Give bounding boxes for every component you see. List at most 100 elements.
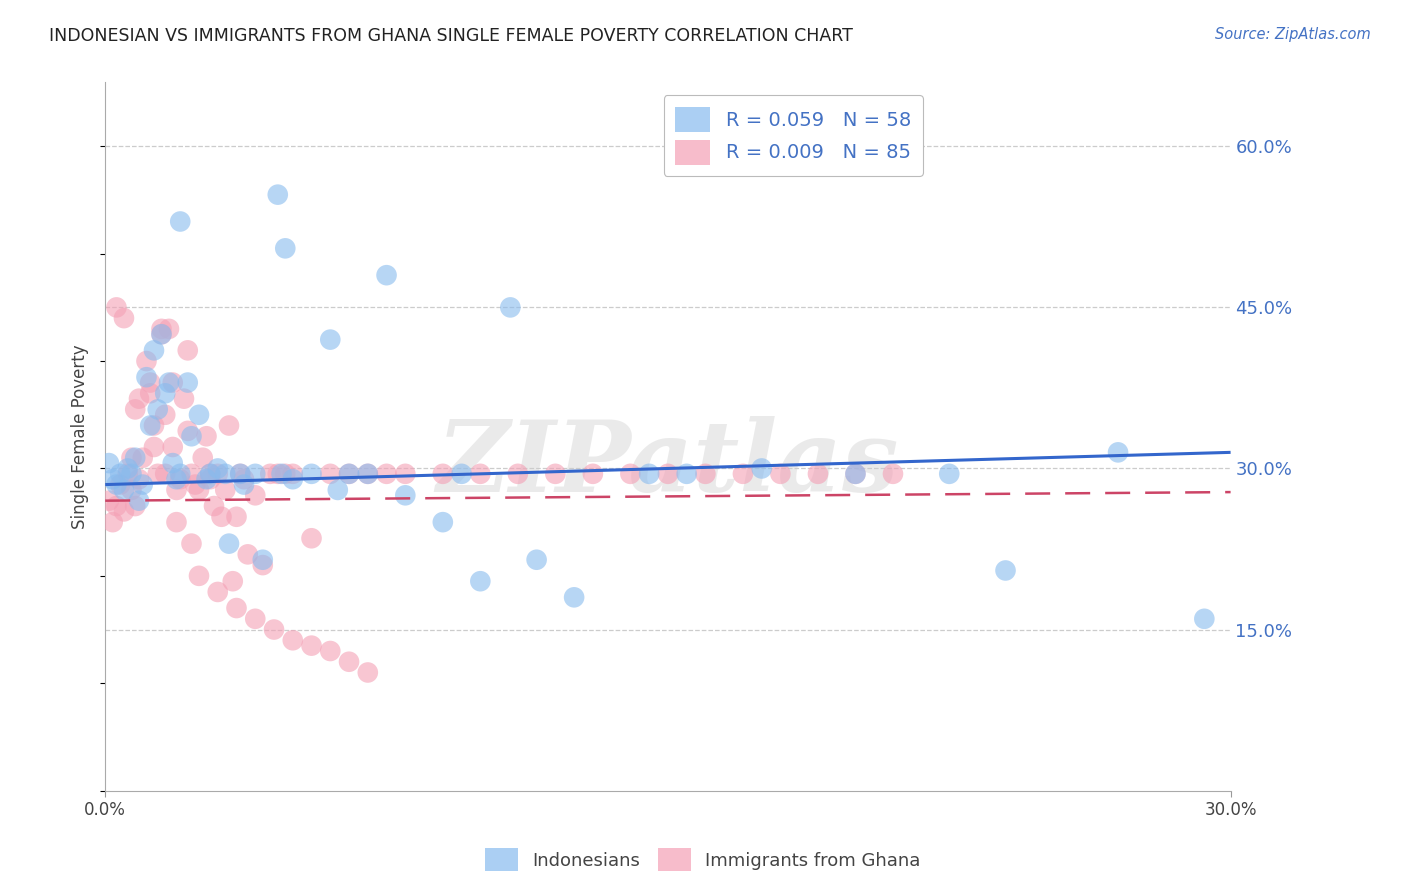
Point (229, 467, 252, 481)
Point (180, 429, 202, 443)
Point (731, 467, 754, 481)
Legend: Indonesians, Immigrants from Ghana: Indonesians, Immigrants from Ghana (478, 841, 928, 879)
Point (499, 301, 522, 315)
Point (200, 467, 222, 481)
Point (188, 569, 211, 583)
Point (121, 467, 143, 481)
Text: INDONESIAN VS IMMIGRANTS FROM GHANA SINGLE FEMALE POVERTY CORRELATION CHART: INDONESIAN VS IMMIGRANTS FROM GHANA SING… (49, 27, 853, 45)
Text: Source: ZipAtlas.com: Source: ZipAtlas.com (1215, 27, 1371, 42)
Point (1107, 445, 1129, 459)
Point (245, 467, 267, 481)
Point (180, 536, 202, 550)
Point (155, 386, 177, 401)
Point (263, 623, 285, 637)
Point (207, 467, 229, 481)
Point (200, 467, 222, 481)
Point (769, 467, 792, 481)
Point (121, 450, 143, 465)
Point (150, 327, 173, 342)
Point (229, 467, 252, 481)
Point (319, 333, 342, 347)
Point (143, 440, 166, 454)
Point (882, 467, 904, 481)
Point (169, 467, 191, 481)
Point (222, 574, 245, 589)
Point (544, 467, 567, 481)
Y-axis label: Single Female Poverty: Single Female Poverty (72, 344, 89, 529)
Point (135, 354, 157, 368)
Point (157, 376, 180, 390)
Point (357, 467, 380, 481)
Point (112, 311, 135, 326)
Point (184, 477, 207, 491)
Point (202, 499, 225, 513)
Point (188, 483, 211, 497)
Point (177, 424, 200, 438)
Point (394, 488, 416, 502)
Point (337, 655, 360, 669)
Point (326, 483, 349, 497)
Point (101, 515, 124, 529)
Point (97, 493, 120, 508)
Point (128, 392, 150, 406)
Point (117, 461, 139, 475)
Point (375, 467, 398, 481)
Point (252, 553, 274, 567)
Point (124, 499, 146, 513)
Point (225, 509, 247, 524)
Point (357, 467, 380, 481)
Point (695, 467, 717, 481)
Point (150, 322, 173, 336)
Point (506, 467, 529, 481)
Point (191, 450, 214, 465)
Point (259, 467, 281, 481)
Point (155, 408, 177, 422)
Point (274, 467, 297, 481)
Point (207, 461, 229, 475)
Point (301, 639, 323, 653)
Point (132, 477, 155, 491)
Point (675, 467, 697, 481)
Point (166, 483, 188, 497)
Point (218, 536, 240, 550)
Point (214, 483, 236, 497)
Point (394, 467, 416, 481)
Point (470, 467, 492, 481)
Point (132, 450, 155, 465)
Point (162, 376, 184, 390)
Point (143, 418, 166, 433)
Point (177, 343, 200, 358)
Point (112, 504, 135, 518)
Point (267, 187, 290, 202)
Point (938, 467, 960, 481)
Point (214, 467, 236, 481)
Point (139, 418, 162, 433)
Point (470, 574, 492, 589)
Point (281, 467, 304, 481)
Point (657, 467, 679, 481)
Point (236, 547, 259, 561)
Point (101, 472, 124, 486)
Point (200, 472, 222, 486)
Point (211, 509, 233, 524)
Point (281, 633, 304, 648)
Point (180, 467, 202, 481)
Point (139, 376, 162, 390)
Point (751, 461, 773, 475)
Point (619, 467, 641, 481)
Point (207, 585, 229, 599)
Point (245, 488, 267, 502)
Point (124, 450, 146, 465)
Point (270, 467, 292, 481)
Point (128, 493, 150, 508)
Point (195, 472, 218, 486)
Point (225, 601, 247, 615)
Point (357, 665, 380, 680)
Point (638, 467, 661, 481)
Point (121, 483, 143, 497)
Point (844, 467, 866, 481)
Point (146, 467, 169, 481)
Point (112, 483, 135, 497)
Point (105, 301, 128, 315)
Point (139, 386, 162, 401)
